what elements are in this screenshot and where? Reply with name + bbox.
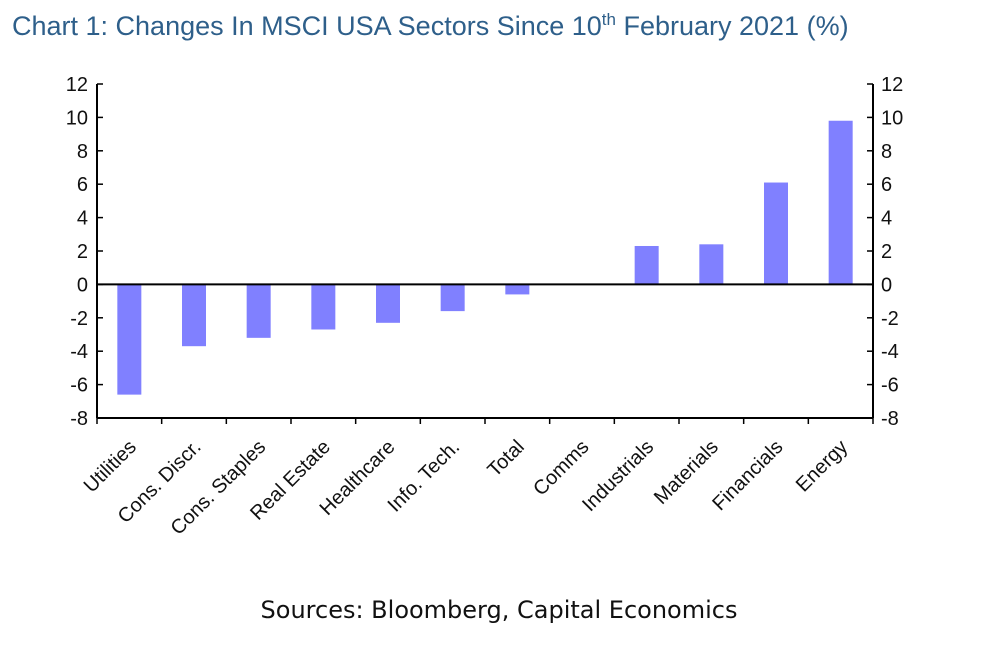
right-tick-label: 0	[881, 274, 892, 296]
left-tick-label: 6	[77, 174, 88, 196]
left-tick-label: 2	[77, 241, 88, 263]
left-tick-label: -2	[70, 308, 88, 330]
bar-financials	[764, 182, 788, 285]
bar-total	[505, 284, 530, 295]
left-tick-label: 8	[77, 141, 88, 163]
left-tick-label: 0	[77, 274, 88, 296]
bar-cons-staples	[246, 284, 271, 338]
left-tick-label: 12	[66, 74, 88, 96]
right-tick-label: -8	[881, 408, 899, 430]
left-tick-label: -8	[70, 408, 88, 430]
bar-materials	[699, 244, 724, 285]
chart-title-suffix: February 2021 (%)	[615, 11, 849, 41]
right-tick-label: 6	[881, 174, 892, 196]
bar-industrials	[634, 245, 659, 285]
bar-utilities	[117, 284, 142, 395]
chart-title-superscript: th	[601, 10, 616, 29]
right-tick-label: 8	[881, 141, 892, 163]
right-tick-label: 2	[881, 241, 892, 263]
bar-real-estate	[311, 284, 336, 330]
category-label: Energy	[792, 436, 852, 496]
category-label: Industrials	[578, 436, 658, 516]
chart-title: Chart 1: Changes In MSCI USA Sectors Sin…	[12, 10, 849, 42]
bars	[117, 120, 853, 395]
right-tick-label: 4	[881, 208, 892, 230]
category-label: Financials	[708, 436, 787, 515]
right-tick-label: 10	[881, 107, 903, 129]
category-label: Total	[483, 436, 528, 481]
bar-energy	[828, 120, 853, 285]
tick-labels: 12 12 10 10 8 8 6 6 4 4 2 2 0 0 -2 -2 -4 -4 -6 -6 -8 -8	[66, 74, 904, 430]
right-tick-label: 12	[881, 74, 903, 96]
right-tick-label: -6	[881, 375, 899, 397]
bar-healthcare	[376, 284, 400, 323]
bar-info-tech	[440, 284, 465, 312]
bar-chart: 12 12 10 10 8 8 6 6 4 4 2 2 0 0 -2 -2 -4 -4 -6 -6 -8 -8 Utili…	[66, 74, 904, 540]
left-tick-label: -4	[70, 341, 88, 363]
right-tick-label: -2	[881, 308, 899, 330]
axes	[96, 83, 874, 424]
left-tick-label: 10	[66, 107, 88, 129]
bar-cons-discr	[182, 284, 206, 347]
category-label: Utilities	[80, 436, 141, 497]
category-label: Comms	[529, 436, 593, 500]
left-tick-label: 4	[77, 208, 88, 230]
left-tick-label: -6	[70, 375, 88, 397]
source-note: Sources: Bloomberg, Capital Economics	[260, 596, 738, 624]
right-tick-label: -4	[881, 341, 899, 363]
chart-title-main: Chart 1: Changes In MSCI USA Sectors Sin…	[12, 11, 602, 41]
